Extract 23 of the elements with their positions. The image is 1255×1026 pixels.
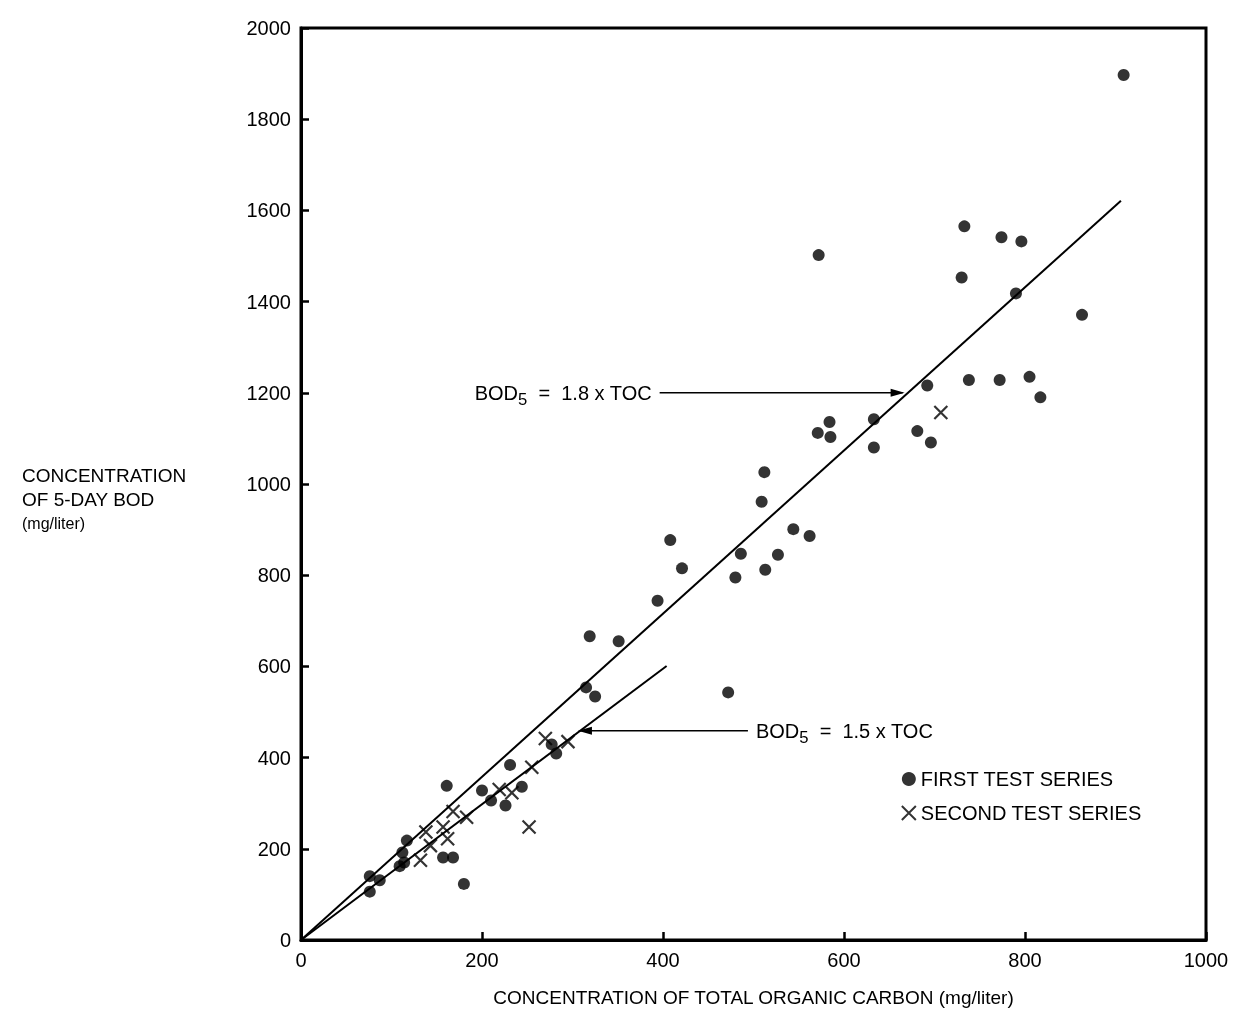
x-tick-label: 800	[1008, 949, 1042, 971]
x-tick-label: 400	[646, 949, 680, 971]
y-tick-label: 1000	[246, 473, 291, 495]
y-tick-label: 0	[279, 929, 291, 951]
y-tick-label: 400	[257, 746, 291, 769]
y-tick-label: 2000	[246, 17, 291, 39]
y-tick-label: 1800	[246, 108, 291, 131]
y-tick-label: 1600	[246, 199, 291, 222]
y-tick-label: 200	[257, 837, 291, 860]
y-axis-title: CONCENTRATION OF 5-DAY BOD (mg/liter)	[22, 464, 187, 532]
y-tick-label: 1200	[246, 381, 291, 404]
y-tick-label: 800	[257, 564, 291, 587]
y-tick-label: 1400	[246, 290, 291, 313]
x-tick-label: 600	[827, 949, 861, 971]
legend-label: FIRST TEST SERIES	[920, 768, 1114, 790]
x-tick-label: 1000	[1183, 949, 1229, 971]
x-tick-label: 0	[295, 949, 307, 971]
y-tick-label: 600	[257, 655, 291, 678]
annotation: BOD$_{5}$ = 1.5 x TOC	[755, 718, 933, 749]
x-tick-label: 200	[465, 949, 499, 971]
annotation: BOD$_{5}$ = 1.8 x TOC	[474, 380, 652, 411]
x-axis-title: CONCENTRATION OF TOTAL ORGANIC CARBON (mg/liter)	[493, 987, 1014, 1008]
legend-label: SECOND TEST SERIES	[920, 802, 1142, 824]
